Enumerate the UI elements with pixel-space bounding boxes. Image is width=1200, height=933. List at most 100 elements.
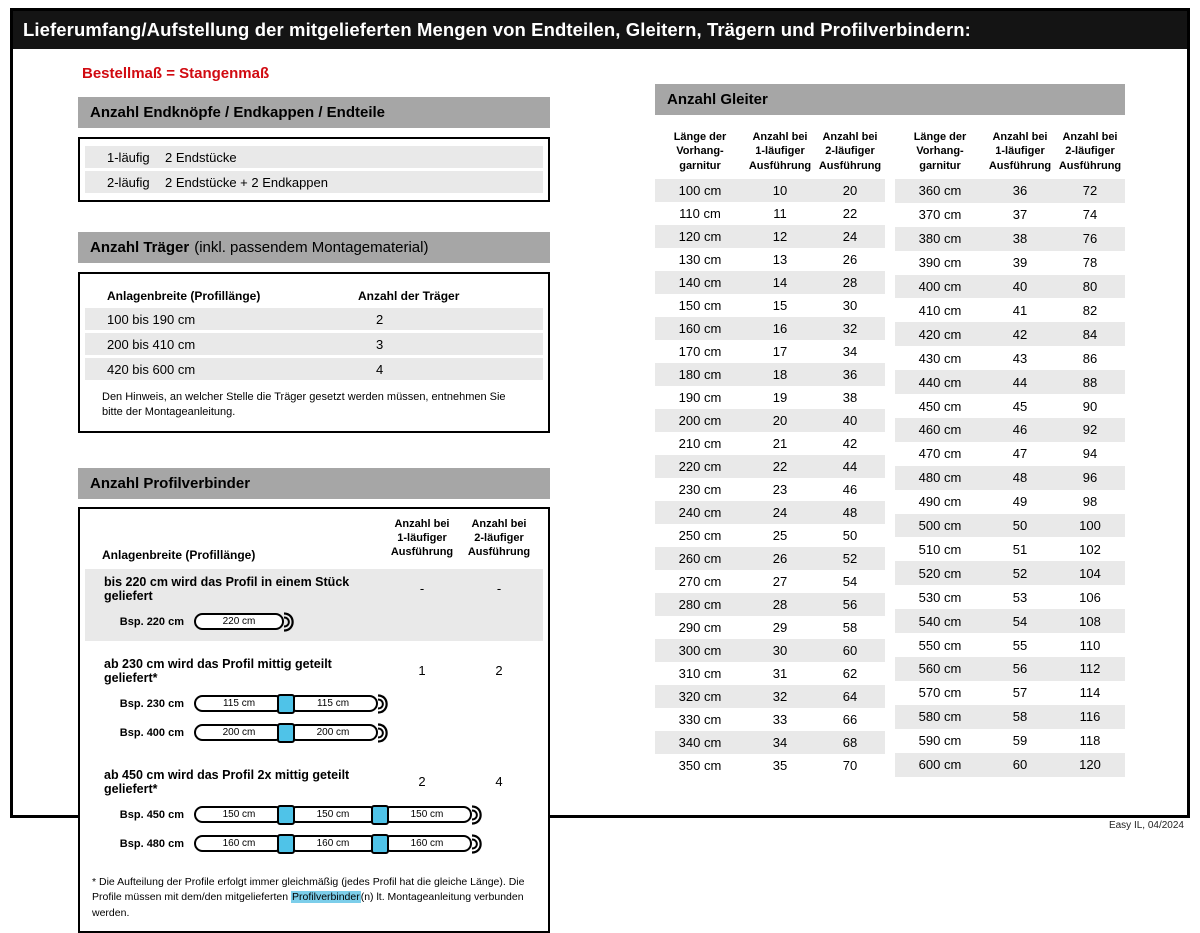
table-row: 100 cm 10 20	[655, 178, 885, 202]
table-row: 390 cm 39 78	[918, 255, 1098, 271]
profile-segment: 220 cm	[194, 613, 284, 631]
profilverbinder-group: ab 450 cm wird das Profil 2x mittig gete…	[85, 762, 543, 863]
example-label: Bsp. 450 cm	[119, 808, 184, 821]
content: Bestellmaß = Stangenmaß Anzahl Endknöpfe…	[13, 49, 1187, 933]
traeger-box: Anlagenbreite (Profillänge) Anzahl der T…	[78, 272, 550, 433]
gleiter-col-2laufig: Anzahl bei 2-läufiger Ausführung	[818, 131, 882, 172]
table-row: 520 cm 52 104	[895, 561, 1125, 586]
table-row: 380 cm 38 76	[895, 226, 1125, 251]
table-row: 500 cm 50 100	[895, 513, 1125, 538]
end-knob-icon	[377, 723, 388, 743]
gleiter-col-laenge: Länge der Vorhang- garnitur	[673, 131, 727, 172]
endteile-box: 1-läufig 2 Endstücke 2-läufig 2 Endstücke +…	[78, 137, 550, 202]
section-header-endteile: Anzahl Endknöpfe / Endkappen / Endteile	[78, 97, 550, 128]
example-label: Bsp. 480 cm	[119, 837, 184, 850]
section-endteile: Anzahl Endknöpfe / Endkappen / Endteile …	[78, 97, 550, 202]
profile-segment: 115 cm	[288, 695, 378, 713]
profilverbinder-connector	[277, 804, 295, 825]
table-row: 530 cm 53 106	[918, 589, 1101, 605]
profile-segment: 150 cm	[382, 806, 472, 824]
profile-example: Bsp. 220 cm 220 cm	[90, 610, 538, 634]
table-row: 120 cm 12 24	[655, 224, 885, 248]
table-row: 150 cm 15 30	[678, 297, 858, 313]
gleiter-col-2laufig: Anzahl bei 2-läufiger Ausführung	[1058, 131, 1122, 172]
pv-col-1laufig: Anzahl bei 1-läufiger Ausführung	[390, 517, 454, 559]
profilverbinder-connector	[277, 693, 295, 714]
gleiter-table-100-350: Länge der Vorhang- garnitur Anzahl bei 1…	[655, 125, 885, 777]
profilverbinder-connector	[371, 833, 389, 854]
table-row: 180 cm 18 36	[655, 362, 885, 386]
section-traeger: Anzahl Träger (inkl. passendem Montagema…	[78, 232, 550, 433]
gleiter-header-row: Länge der Vorhang- garnitur Anzahl bei 1…	[895, 125, 1125, 179]
traeger-note: Den Hinweis, an welcher Stelle die Träge…	[102, 391, 506, 419]
profile-diagram: 115 cm 115 cm	[194, 692, 391, 716]
table-row: 1-läufig 2 Endstücke	[85, 146, 543, 168]
traeger-header-row: Anlagenbreite (Profillänge) Anzahl der T…	[85, 281, 543, 305]
table-row: 320 cm 32 64	[655, 684, 885, 708]
table-row: 470 cm 47 94	[918, 446, 1098, 462]
group-header-row: ab 230 cm wird das Profil mittig geteilt…	[90, 655, 538, 687]
group-count-1laufig: -	[419, 581, 425, 597]
section-header-gleiter: Anzahl Gleiter	[655, 84, 1125, 115]
table-row: 410 cm 41 82	[918, 302, 1098, 318]
profilverbinder-group: bis 220 cm wird das Profil in einem Stüc…	[85, 568, 543, 641]
table-row: 260 cm 26 52	[655, 546, 885, 570]
table-row: 330 cm 33 66	[678, 711, 858, 727]
table-row: 300 cm 30 60	[655, 638, 885, 662]
table-row: 310 cm 31 62	[678, 665, 858, 681]
group-count-2laufig: -	[496, 581, 502, 597]
profilverbinder-box: Anlagenbreite (Profillänge) Anzahl bei 1…	[78, 506, 550, 933]
profile-example: Bsp. 230 cm 115 cm 115 cm	[90, 692, 538, 716]
table-row: 250 cm 25 50	[678, 527, 858, 543]
document-footer: Easy IL, 04/2024	[1108, 820, 1184, 831]
profilverbinder-group: ab 230 cm wird das Profil mittig geteilt…	[85, 651, 543, 752]
document-frame: Lieferumfang/Aufstellung der mitgeliefer…	[10, 8, 1190, 933]
table-row: 200 cm 20 40	[655, 408, 885, 432]
table-row: 400 cm 40 80	[895, 274, 1125, 299]
left-column: Bestellmaß = Stangenmaß Anzahl Endknöpfe…	[78, 49, 550, 933]
profilverbinder-footnote: * Die Aufteilung der Profile erfolgt imm…	[92, 875, 538, 922]
page: Lieferumfang/Aufstellung der mitgeliefer…	[10, 8, 1190, 933]
group-count-1laufig: 2	[418, 774, 426, 790]
section-profilverbinder: Anzahl Profilverbinder Anlagenbreite (Pr…	[78, 467, 550, 933]
profile-example: Bsp. 450 cm 150 cm 150 cm 150 cm	[90, 803, 538, 827]
pv-col-anlagenbreite: Anlagenbreite (Profillänge)	[102, 547, 256, 562]
gleiter-col-laenge: Länge der Vorhang- garnitur	[913, 131, 967, 172]
gleiter-col-1laufig: Anzahl bei 1-läufiger Ausführung	[988, 131, 1052, 172]
table-row: 550 cm 55 110	[918, 637, 1101, 653]
order-measure-note: Bestellmaß = Stangenmaß	[82, 65, 270, 82]
group-count-1laufig: 1	[418, 663, 426, 679]
group-count-2laufig: 4	[495, 774, 503, 790]
gleiter-tables: Länge der Vorhang- garnitur Anzahl bei 1…	[655, 125, 1125, 777]
profilverbinder-groups: bis 220 cm wird das Profil in einem Stüc…	[80, 568, 548, 863]
table-row: 2-läufig 2 Endstücke + 2 Endkappen	[85, 171, 543, 193]
table-row: 360 cm 36 72	[895, 178, 1125, 203]
traeger-table: Anlagenbreite (Profillänge) Anzahl der T…	[85, 278, 543, 383]
group-count-2laufig: 2	[495, 663, 503, 679]
table-row: 270 cm 27 54	[678, 573, 858, 589]
group-description: ab 450 cm wird das Profil 2x mittig gete…	[104, 767, 350, 796]
table-row: 210 cm 21 42	[678, 435, 858, 451]
table-row: 580 cm 58 116	[895, 704, 1125, 729]
profile-segment: 200 cm	[194, 724, 284, 742]
page-title: Lieferumfang/Aufstellung der mitgeliefer…	[23, 19, 971, 40]
table-row: 240 cm 24 48	[655, 500, 885, 524]
example-label: Bsp. 400 cm	[119, 726, 184, 739]
end-knob-icon	[283, 612, 294, 632]
end-knob-icon	[377, 694, 388, 714]
footnote-highlight: Profilverbinder	[291, 891, 361, 904]
profile-segment: 160 cm	[194, 835, 284, 853]
table-row: 370 cm 37 74	[918, 207, 1098, 223]
table-row: 490 cm 49 98	[918, 494, 1098, 510]
table-row: 290 cm 29 58	[678, 619, 858, 635]
group-header-row: ab 450 cm wird das Profil 2x mittig gete…	[90, 766, 538, 798]
group-header-row: bis 220 cm wird das Profil in einem Stüc…	[90, 573, 538, 605]
table-row: 430 cm 43 86	[918, 350, 1098, 366]
title-bar: Lieferumfang/Aufstellung der mitgeliefer…	[13, 11, 1187, 49]
group-description: bis 220 cm wird das Profil in einem Stüc…	[104, 574, 350, 603]
profile-diagram: 220 cm	[194, 610, 297, 634]
pv-col-2laufig: Anzahl bei 2-läufiger Ausführung	[467, 517, 531, 559]
profile-example: Bsp. 400 cm 200 cm 200 cm	[90, 721, 538, 745]
traeger-col-anzahl: Anzahl der Träger	[358, 281, 543, 305]
profile-segment: 150 cm	[194, 806, 284, 824]
